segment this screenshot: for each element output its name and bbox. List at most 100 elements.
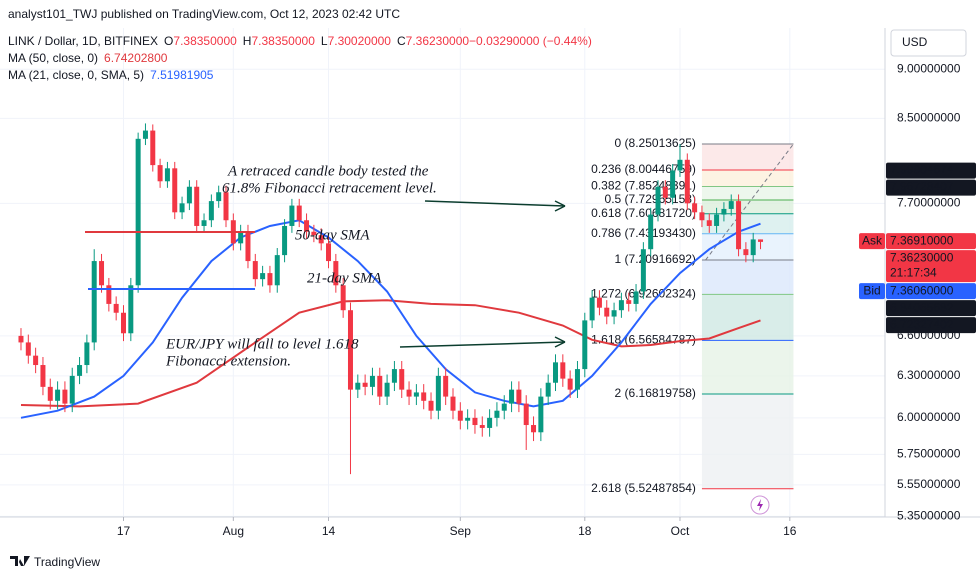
annotation-arrowhead — [554, 336, 566, 348]
price-label-box — [886, 162, 976, 179]
candle-body — [194, 186, 200, 226]
annotation: 50-day SMA — [295, 227, 370, 243]
candle-body — [25, 342, 31, 356]
fib-label: 1 (7.20916692) — [615, 252, 696, 266]
symbol: LINK / Dollar, 1D, BITFINEX — [8, 34, 158, 48]
candle-body — [326, 243, 332, 262]
candle-body — [435, 375, 441, 411]
price-label-box — [886, 283, 976, 300]
candle-body — [582, 320, 588, 370]
plot-area: 0 (8.25013625) 0.236 (8.00446759) 0.382 (7… — [0, 28, 885, 517]
candle-body — [509, 389, 515, 404]
fib-zone — [701, 259, 794, 295]
annotation: 61.8% Fibonacci retracement level. — [222, 180, 437, 196]
candle-body — [260, 273, 266, 280]
candle-body — [714, 214, 720, 226]
candle-body — [743, 249, 749, 256]
candle-body — [150, 130, 156, 166]
footer-logo — [10, 556, 30, 566]
moving-average — [20, 219, 761, 419]
currency-box[interactable] — [890, 29, 967, 57]
candle-body — [289, 205, 295, 226]
candle-body — [538, 396, 544, 433]
fib-label: 0.786 (7.43193430) — [591, 226, 696, 240]
candle-body — [487, 417, 493, 428]
candle-body — [384, 382, 390, 397]
fib-label: 0 (8.25013625) — [615, 136, 696, 150]
candle-body — [421, 392, 427, 401]
candle-body — [523, 403, 529, 426]
price-label: 7.36060000 — [890, 283, 954, 297]
candle-body — [655, 186, 661, 215]
candle-body — [699, 212, 705, 221]
y-tick-label: 6.00000000 — [897, 410, 961, 424]
candle-body — [465, 417, 471, 421]
candle-body — [457, 410, 463, 421]
candle-body — [472, 417, 478, 426]
candle-body — [443, 375, 449, 397]
candle-body — [567, 378, 573, 390]
candle-body — [311, 231, 317, 236]
candle-body — [142, 130, 148, 139]
candle-body — [304, 220, 310, 232]
countdown: 21:17:34 — [890, 265, 937, 279]
indicator-value: 6.74202800 — [104, 51, 168, 65]
fib-zone — [701, 169, 794, 187]
candle-body — [347, 310, 353, 390]
fib-zone — [701, 143, 794, 170]
candle-body — [318, 235, 324, 244]
candle-body — [216, 192, 222, 202]
fib-label: 0.236 (8.00446759) — [591, 162, 696, 176]
candle-body — [274, 255, 280, 286]
candle-body — [626, 300, 632, 304]
x-tick-label: 14 — [322, 524, 336, 538]
alert-icon-bolt — [757, 499, 763, 511]
candle-body — [223, 192, 229, 221]
candle-body — [106, 285, 112, 304]
indicator-value: 7.51981905 — [150, 68, 214, 82]
header: analyst101_TWJ published on TradingView.… — [8, 7, 400, 21]
candle-body — [369, 375, 375, 387]
price-tag: Ask — [862, 233, 883, 247]
candle-body — [186, 186, 192, 204]
candle-body — [750, 239, 756, 256]
ohlc-label: L — [321, 34, 328, 48]
candle-body — [128, 285, 134, 334]
candle-body — [721, 208, 727, 215]
candle-body — [531, 425, 537, 433]
candle-body — [406, 389, 412, 397]
candle-body — [618, 300, 624, 311]
candle-body — [479, 425, 485, 428]
candle-body — [282, 225, 288, 256]
candle-body — [99, 261, 105, 286]
candle-body — [677, 159, 683, 171]
annotation-arrow — [424, 200, 566, 207]
fib-label: 2 (6.16819758) — [615, 386, 696, 400]
candle-body — [391, 369, 397, 383]
price-tag-box — [859, 283, 885, 300]
y-tick-label: 5.75000000 — [897, 447, 961, 461]
candle-body — [84, 342, 90, 366]
fib-trend — [705, 143, 794, 261]
fib-zone — [701, 213, 794, 234]
price-label-box — [886, 317, 976, 334]
price-label: 7.99904674 — [890, 163, 954, 177]
indicator-legend: MA (21, close, 0, SMA, 5) 7.51981905 — [8, 68, 214, 82]
candle-body — [553, 362, 559, 383]
price-tag-box — [859, 233, 885, 250]
x-tick-label: Sep — [450, 524, 472, 538]
fib-zone — [701, 294, 794, 341]
candle-body — [62, 389, 68, 404]
price-label-box — [886, 179, 976, 196]
candle-body — [355, 382, 361, 390]
currency[interactable]: USD — [902, 35, 928, 49]
price-label: 7.96728407 — [890, 180, 954, 194]
fib-zone — [701, 340, 794, 395]
ohlc-value: 7.38350000 — [251, 34, 315, 48]
x-tick-label: Aug — [223, 524, 244, 538]
y-tick-label: 5.35000000 — [897, 509, 961, 523]
indicator-name: MA (50, close, 0) — [8, 51, 98, 65]
candle-body — [40, 365, 46, 387]
